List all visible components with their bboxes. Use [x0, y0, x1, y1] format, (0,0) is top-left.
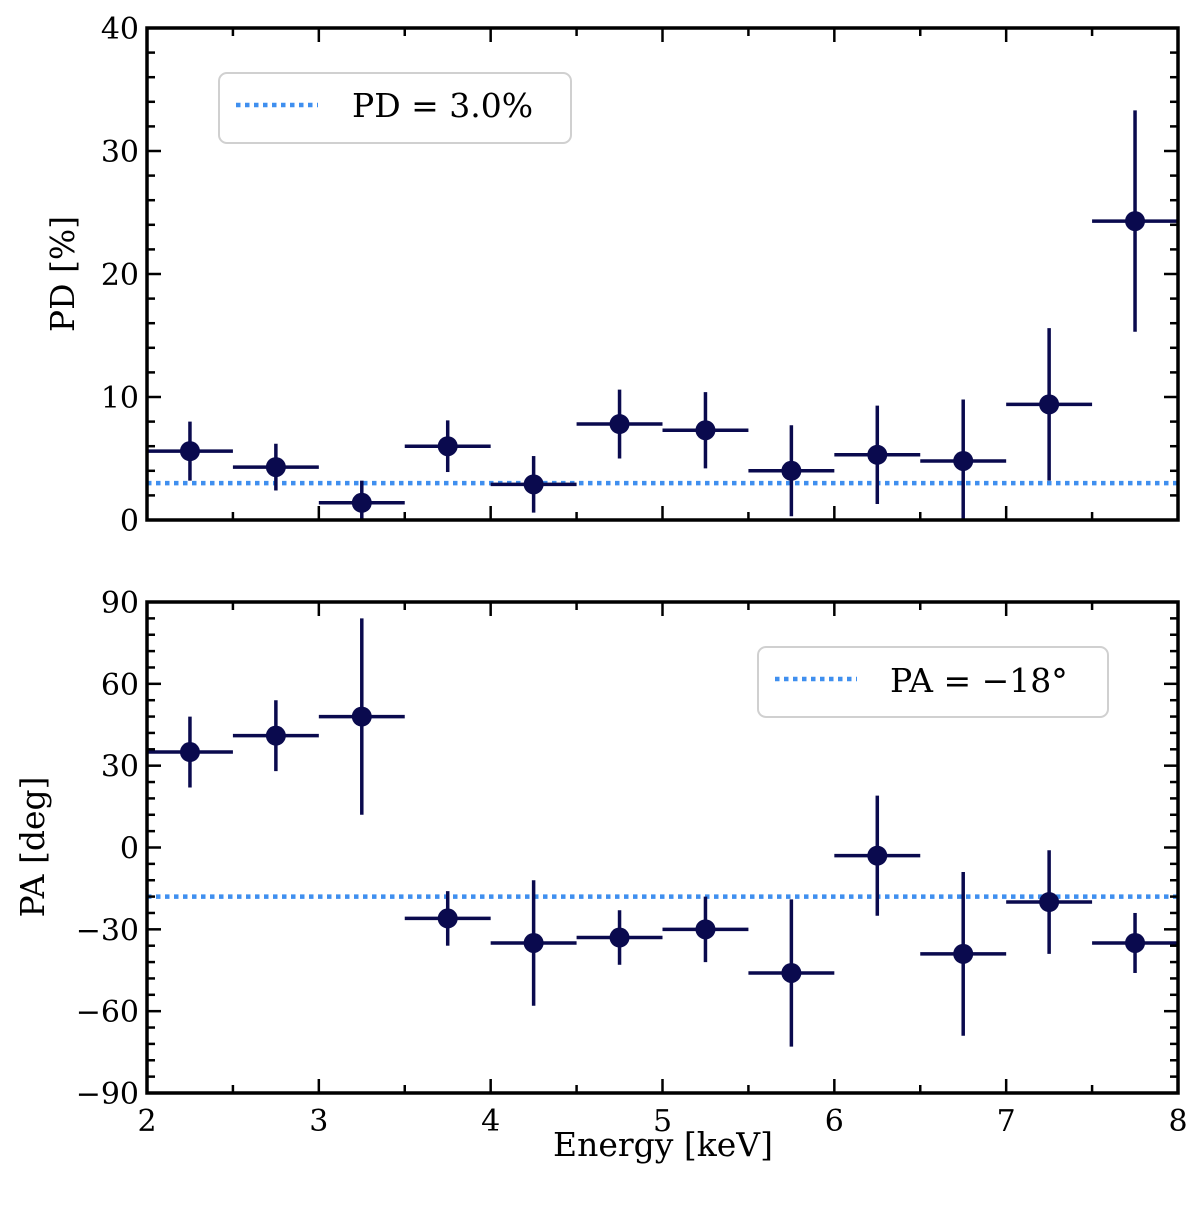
pd-point-1-marker	[179, 441, 200, 462]
pa-ytick-labels: −90 −60 −30 0 30 60 90	[76, 586, 139, 1112]
pd-data-points	[147, 110, 1178, 520]
pa-point-11	[1006, 850, 1093, 954]
pa-xtick-label: 7	[997, 1104, 1016, 1139]
pa-legend-box	[757, 646, 1109, 718]
pa-ylabel: PA [deg]	[13, 776, 52, 917]
pa-point-8-marker	[781, 962, 802, 983]
pd-point-8	[748, 425, 835, 517]
pd-ytick-labels: 0 10 20 30 40	[101, 12, 139, 539]
pd-point-12-marker	[1125, 211, 1146, 232]
pd-point-8-marker	[781, 460, 802, 481]
pa-ytick-label: 60	[101, 668, 139, 703]
pd-ylabel: PD [%]	[43, 216, 82, 332]
pd-ytick-label: 10	[101, 381, 139, 416]
pd-legend: PD = 3.0%	[218, 72, 572, 144]
pa-point-9	[834, 795, 921, 916]
pa-xtick-label: 8	[1168, 1104, 1187, 1139]
pa-ytick-label: −60	[76, 995, 139, 1030]
pa-point-2	[232, 700, 319, 772]
pa-ytick-label: 30	[101, 750, 139, 785]
pa-point-6	[576, 910, 663, 965]
pa-data-points	[147, 618, 1178, 1047]
pd-point-3-marker	[351, 492, 372, 513]
pd-ytick-label: 20	[101, 258, 139, 293]
pd-legend-box	[218, 72, 572, 144]
pa-xtick-labels: 2 3 4 5 6 7 8	[137, 1104, 1187, 1139]
pd-point-6-marker	[609, 414, 630, 435]
pa-xtick-label: 4	[481, 1104, 500, 1139]
pa-ytick-label: 0	[120, 832, 139, 867]
pa-point-9-marker	[867, 845, 888, 866]
pa-point-3	[318, 618, 405, 815]
pa-ytick-label: 90	[101, 586, 139, 621]
pa-xlabel: Energy [keV]	[553, 1125, 773, 1164]
pa-point-2-marker	[265, 725, 286, 746]
pa-xtick-label: 3	[309, 1104, 328, 1139]
pa-point-12-marker	[1125, 932, 1146, 953]
pd-point-3	[318, 480, 405, 520]
pa-point-10-marker	[953, 943, 974, 964]
pd-ytick-label: 40	[101, 12, 139, 47]
pd-point-4	[404, 420, 491, 473]
pd-ytick-label: 0	[120, 504, 139, 539]
pd-point-10	[920, 399, 1007, 520]
pa-point-11-marker	[1039, 892, 1060, 913]
pa-ytick-label: −30	[76, 913, 139, 948]
pa-point-12	[1092, 912, 1178, 973]
pa-point-4	[404, 891, 491, 946]
pa-point-6-marker	[609, 927, 630, 948]
pd-point-11	[1006, 328, 1093, 481]
pd-point-2-marker	[265, 457, 286, 478]
pd-ticks	[145, 26, 1180, 522]
pd-point-10-marker	[953, 450, 974, 471]
pa-ytick-label: −90	[76, 1077, 139, 1112]
pa-point-7	[662, 896, 749, 963]
pd-point-12	[1092, 110, 1178, 332]
pd-point-5	[490, 456, 577, 513]
pd-point-9-marker	[867, 444, 888, 465]
pd-point-11-marker	[1039, 394, 1060, 415]
pd-ytick-label: 30	[101, 135, 139, 170]
pa-point-7-marker	[695, 919, 716, 940]
pd-point-4-marker	[437, 436, 458, 457]
pa-xtick-label: 5	[653, 1104, 672, 1139]
pd-legend-label: PD = 3.0%	[352, 86, 533, 125]
pa-legend-label: PA = −18°	[890, 661, 1068, 700]
pd-point-5-marker	[523, 474, 544, 495]
pd-point-9	[834, 405, 921, 505]
pa-xtick-label: 2	[137, 1104, 156, 1139]
pd-point-7-marker	[695, 420, 716, 441]
pd-point-7	[662, 392, 749, 469]
pd-point-2	[232, 443, 319, 491]
pa-point-4-marker	[437, 908, 458, 929]
pa-xtick-label: 6	[825, 1104, 844, 1139]
pa-point-5-marker	[523, 932, 544, 953]
pd-point-6	[576, 389, 663, 459]
pa-point-8	[748, 899, 835, 1047]
pa-point-10	[920, 872, 1007, 1036]
pd-panel: 0 10 20 30 40 PD [%] PD = 3.0%	[43, 12, 1180, 539]
pa-legend: PA = −18°	[757, 646, 1109, 718]
pa-panel: −90 −60 −30 0 30 60 90 2 3 4 5 6 7 8 PA [deg] Energy…	[13, 586, 1188, 1164]
pa-point-1	[147, 716, 233, 788]
pa-point-5	[490, 880, 577, 1006]
pd-point-1	[147, 421, 233, 481]
pa-point-3-marker	[351, 706, 372, 727]
pa-point-1-marker	[179, 742, 200, 763]
pa-ticks	[145, 600, 1180, 1095]
